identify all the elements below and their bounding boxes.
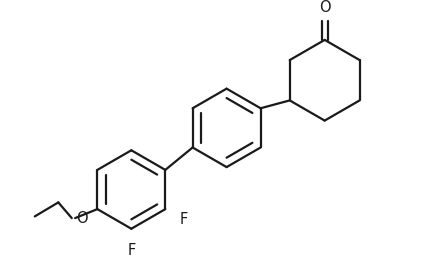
Text: O: O (76, 211, 88, 225)
Text: F: F (180, 212, 188, 227)
Text: F: F (127, 243, 136, 257)
Text: O: O (319, 0, 330, 15)
